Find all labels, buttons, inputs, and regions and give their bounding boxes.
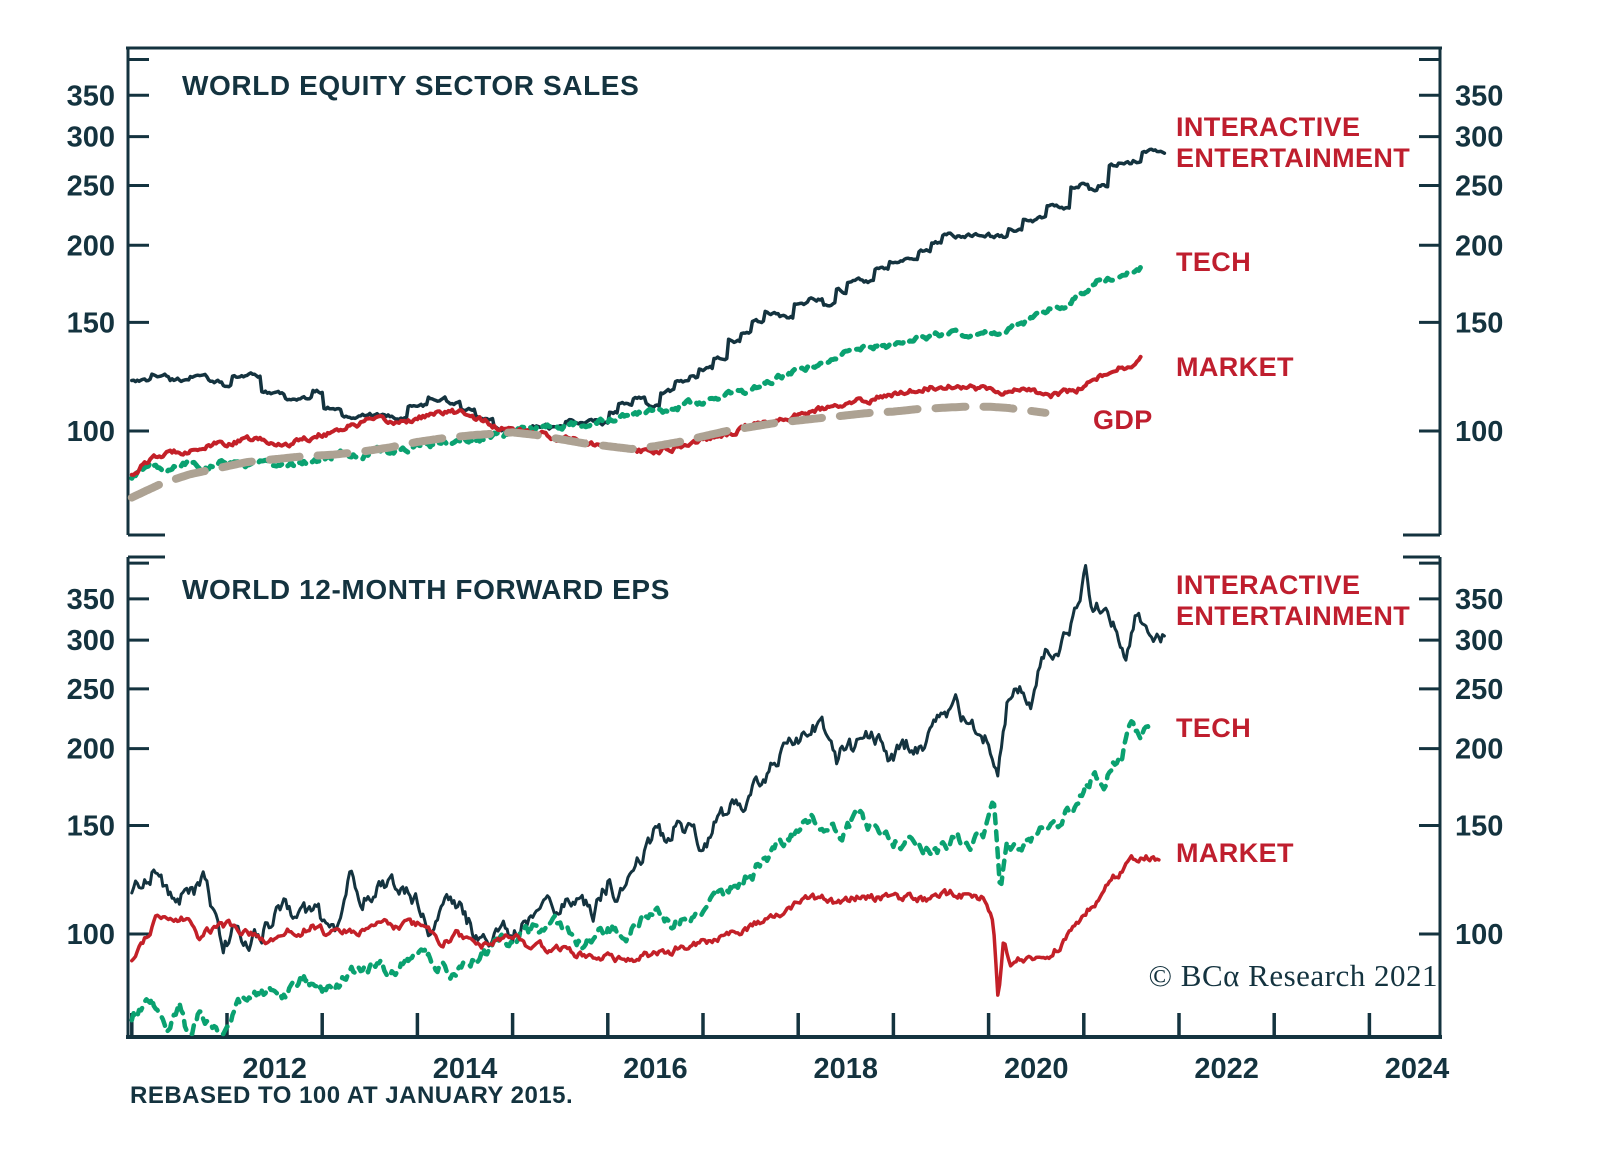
series-line-interactive-entertainment-eps bbox=[130, 564, 1166, 955]
series-line-gdp-sales bbox=[127, 402, 1050, 502]
legend-tech-eps: TECH bbox=[1176, 713, 1252, 743]
y-axis-label-right: 350 bbox=[1455, 80, 1503, 112]
x-axis-label-2022: 2022 bbox=[1194, 1053, 1259, 1085]
y-axis-label-left: 100 bbox=[67, 919, 115, 951]
legend-line: INTERACTIVE bbox=[1176, 112, 1361, 142]
x-axis-label-2024: 2024 bbox=[1385, 1053, 1450, 1085]
y-axis-label-right: 150 bbox=[1455, 307, 1503, 339]
y-axis-label-left: 150 bbox=[67, 307, 115, 339]
series-line-interactive-entertainment-sales bbox=[130, 147, 1167, 434]
bottom-panel-title: WORLD 12-MONTH FORWARD EPS bbox=[182, 574, 670, 605]
y-axis-label-right: 350 bbox=[1455, 584, 1503, 616]
y-axis-label-right: 150 bbox=[1455, 811, 1503, 843]
series-line-tech-eps bbox=[129, 719, 1152, 1037]
x-axis-label-2016: 2016 bbox=[623, 1053, 688, 1085]
y-axis-label-left: 300 bbox=[67, 625, 115, 657]
legend-line: ENTERTAINMENT bbox=[1176, 143, 1411, 173]
top-panel-title: WORLD EQUITY SECTOR SALES bbox=[182, 70, 640, 101]
y-axis-label-left: 200 bbox=[67, 734, 115, 766]
y-axis-label-right: 300 bbox=[1455, 625, 1503, 657]
legend-gdp: GDP bbox=[1093, 405, 1153, 435]
y-axis-label-right: 250 bbox=[1455, 170, 1503, 202]
legend-interactive-entertainment-eps: INTERACTIVE ENTERTAINMENT bbox=[1176, 570, 1410, 632]
y-axis-label-right: 200 bbox=[1455, 734, 1503, 766]
y-axis-label-left: 350 bbox=[67, 80, 115, 112]
y-axis-label-left: 250 bbox=[67, 170, 115, 202]
legend-interactive-entertainment-sales: INTERACTIVE ENTERTAINMENT bbox=[1176, 112, 1410, 174]
y-axis-label-left: 150 bbox=[67, 811, 115, 843]
series-line-market-eps bbox=[130, 854, 1161, 997]
y-axis-label-right: 300 bbox=[1455, 122, 1503, 154]
y-axis-label-left: 200 bbox=[67, 230, 115, 262]
y-axis-label-right: 100 bbox=[1455, 416, 1503, 448]
x-axis-label-2014: 2014 bbox=[433, 1053, 498, 1085]
legend-market-sales: MARKET bbox=[1176, 352, 1294, 382]
x-axis-label-2018: 2018 bbox=[814, 1053, 879, 1085]
y-axis-label-left: 250 bbox=[67, 674, 115, 706]
legend-line: ENTERTAINMENT bbox=[1176, 601, 1411, 631]
y-axis-label-right: 200 bbox=[1455, 230, 1503, 262]
y-axis-label-right: 100 bbox=[1455, 919, 1503, 951]
legend-market-eps: MARKET bbox=[1176, 838, 1294, 868]
legend-tech-sales: TECH bbox=[1176, 247, 1252, 277]
y-axis-label-left: 350 bbox=[67, 584, 115, 616]
y-axis-label-left: 300 bbox=[67, 122, 115, 154]
rebase-footnote: REBASED TO 100 AT JANUARY 2015. bbox=[130, 1082, 574, 1109]
x-axis-label-2020: 2020 bbox=[1004, 1053, 1069, 1085]
x-axis-label-2012: 2012 bbox=[242, 1053, 307, 1085]
series-line-tech-sales bbox=[129, 264, 1144, 481]
copyright-notice: © BCα Research 2021 bbox=[1148, 958, 1438, 993]
legend-line: INTERACTIVE bbox=[1176, 570, 1361, 600]
y-axis-label-left: 100 bbox=[67, 416, 115, 448]
y-axis-label-right: 250 bbox=[1455, 674, 1503, 706]
